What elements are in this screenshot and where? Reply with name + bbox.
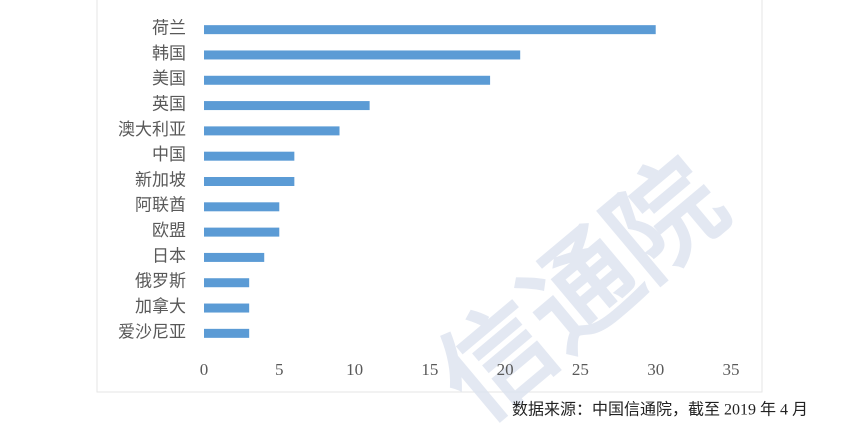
- bar: [204, 328, 250, 338]
- x-tick-label: 25: [572, 360, 589, 379]
- bar: [204, 126, 340, 136]
- bar: [204, 303, 250, 313]
- y-tick-label: 爱沙尼亚: [118, 322, 186, 341]
- bar: [204, 50, 521, 60]
- y-tick-label: 中国: [152, 145, 186, 164]
- y-tick-label: 美国: [152, 69, 186, 88]
- bar: [204, 101, 370, 111]
- bar: [204, 278, 250, 288]
- y-tick-label: 英国: [152, 94, 186, 113]
- y-tick-label: 欧盟: [152, 221, 186, 240]
- bar: [204, 252, 265, 262]
- x-tick-label: 10: [346, 360, 363, 379]
- x-tick-label: 5: [275, 360, 284, 379]
- y-tick-label: 日本: [152, 246, 186, 265]
- y-tick-label: 阿联酋: [135, 196, 186, 215]
- bar: [204, 25, 656, 35]
- y-tick-label: 韩国: [152, 44, 186, 63]
- bar: [204, 227, 280, 237]
- y-tick-label: 新加坡: [135, 170, 186, 189]
- x-tick-label: 0: [200, 360, 209, 379]
- chart-frame: [96, 0, 763, 393]
- y-tick-label: 荷兰: [152, 19, 186, 38]
- bar: [204, 151, 295, 161]
- y-tick-label: 俄罗斯: [135, 272, 186, 291]
- source-note: 数据来源：中国信通院，截至 2019 年 4 月: [512, 401, 808, 419]
- y-tick-label: 加拿大: [135, 296, 186, 316]
- bar: [204, 177, 295, 186]
- bar: [204, 202, 280, 212]
- y-tick-label: 澳大利亚: [118, 120, 186, 139]
- bar: [204, 75, 491, 85]
- x-tick-label: 20: [497, 360, 514, 379]
- watermark: 信通院: [417, 138, 748, 434]
- x-tick-label: 15: [421, 360, 438, 379]
- x-tick-label: 35: [723, 360, 740, 379]
- x-tick-label: 30: [647, 360, 664, 379]
